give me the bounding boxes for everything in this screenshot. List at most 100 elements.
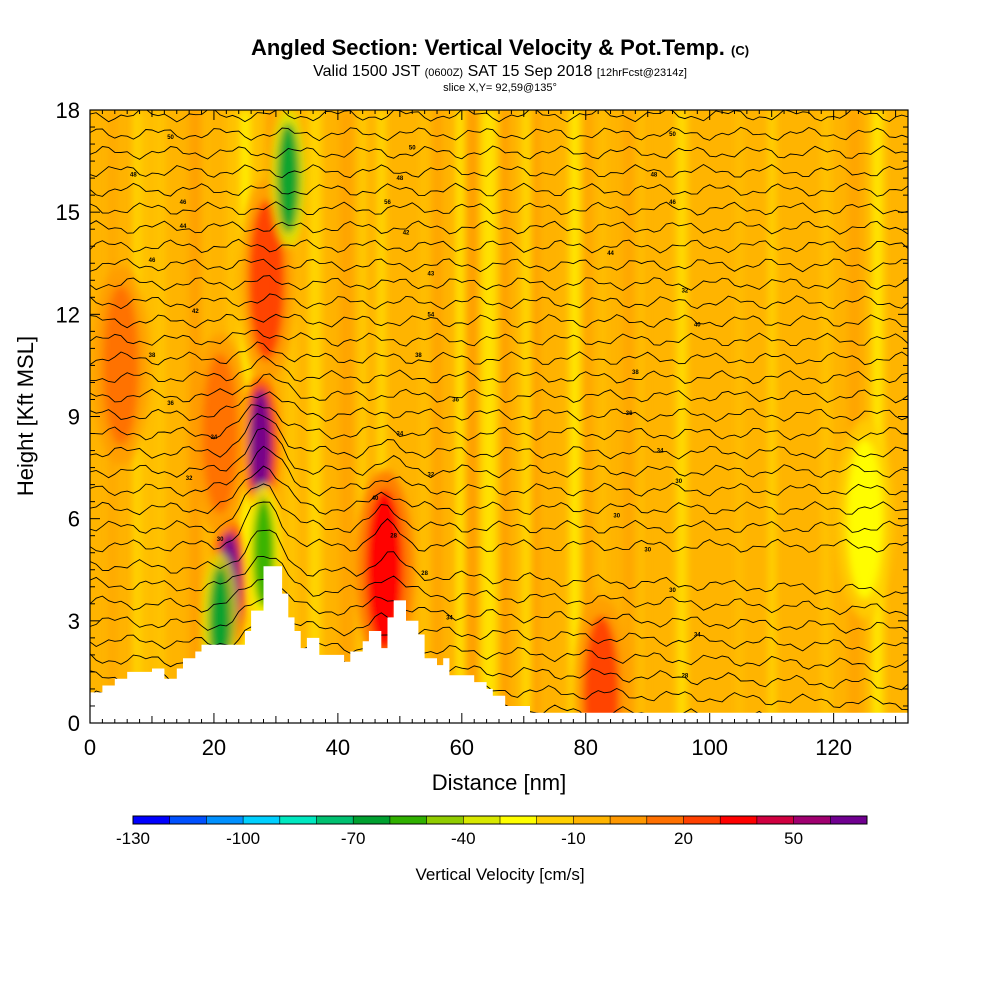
contour-label: 30 — [644, 547, 651, 553]
colorbar-swatch — [683, 816, 721, 824]
contour-label: 28 — [421, 571, 428, 577]
velocity-streak — [360, 110, 365, 723]
pot-temp-contour — [90, 404, 908, 441]
velocity-streak — [874, 110, 885, 723]
velocity-streak — [486, 110, 494, 723]
colorbar-swatch — [426, 816, 464, 824]
contour-label: 42 — [403, 231, 410, 237]
y-tick-label: 12 — [56, 302, 80, 327]
pot-temp-contour — [90, 293, 908, 310]
contour-label: 46 — [669, 200, 676, 206]
colorbar-swatch — [793, 816, 831, 824]
x-tick-label: 20 — [202, 735, 226, 760]
x-tick-label: 40 — [326, 735, 350, 760]
contour-labels: 50 48 46 44 46 42 38 36 34 32 30 50 48 56 42 43 54 38 36 34… — [130, 132, 701, 679]
contour-label: 48 — [130, 173, 137, 179]
colorbar-swatch — [646, 816, 684, 824]
colorbar-tick-label: 20 — [674, 829, 693, 848]
velocity-streak — [421, 110, 428, 723]
x-axis-title: Distance [nm] — [432, 770, 567, 795]
colorbar-swatch — [389, 816, 427, 824]
x-tick-label: 0 — [84, 735, 96, 760]
velocity-feature — [277, 123, 300, 234]
velocity-streak — [623, 110, 632, 723]
contour-label: 32 — [682, 288, 689, 294]
colorbar-tick-label: -10 — [561, 829, 586, 848]
velocity-streak — [463, 110, 473, 723]
colorbar-tick-label: -70 — [341, 829, 366, 848]
pot-temp-contour — [90, 145, 908, 160]
velocity-streak — [377, 110, 386, 723]
pot-temp-contour — [90, 329, 908, 347]
pot-temp-contour — [90, 163, 908, 179]
pot-temp-contour — [90, 427, 908, 479]
pot-temp-contour — [90, 529, 908, 598]
contour-label: 54 — [427, 312, 434, 318]
contour-label: 48 — [397, 176, 404, 182]
velocity-streak — [631, 110, 641, 723]
colorbar-swatch — [756, 816, 794, 824]
pot-temp-contour — [90, 182, 908, 197]
pot-temp-contour — [90, 373, 908, 404]
velocity-streak — [142, 110, 150, 723]
pot-temp-contour — [90, 126, 908, 142]
contour-label: 40 — [372, 496, 379, 502]
terrain — [90, 566, 908, 723]
colorbar: -130 -100 -70 -40 -10 20 50 — [116, 815, 868, 848]
contour-label: 48 — [651, 173, 658, 179]
x-tick-label: 60 — [450, 735, 474, 760]
contour-label: 30 — [217, 537, 224, 543]
forecast-info: [12hrFcst@2314z] — [596, 67, 687, 79]
contour-label: 34 — [694, 632, 701, 638]
pot-temp-contour — [90, 483, 908, 534]
pot-temp-contour — [90, 313, 908, 329]
pot-temp-contour — [90, 445, 908, 497]
contour-label: 38 — [415, 353, 422, 359]
contour-label: 34 — [446, 615, 453, 621]
velocity-streak — [583, 110, 592, 723]
chart-subtitle: Valid 1500 JST (0600Z) SAT 15 Sep 2018 [… — [0, 63, 1000, 82]
y-tick-label: 18 — [56, 98, 80, 123]
plot-area: 50 48 46 44 46 42 38 36 34 32 30 50 48 56 42 43 54 38 36 34… — [90, 90, 908, 723]
contour-label: 32 — [186, 476, 193, 482]
colorbar-swatch — [279, 816, 317, 824]
pot-temp-contour — [90, 275, 908, 292]
colorbar-swatch — [133, 816, 170, 824]
contour-label: 42 — [192, 309, 199, 315]
colorbar-swatch — [573, 816, 611, 824]
colorbar-swatch — [206, 816, 244, 824]
contour-label: 43 — [427, 271, 434, 277]
contour-label: 50 — [409, 145, 416, 151]
x-tick-label: 80 — [574, 735, 598, 760]
pot-temp-contour — [90, 578, 908, 634]
contour-label: 50 — [669, 132, 676, 138]
colorbar-tick-label: -100 — [226, 829, 260, 848]
pot-temp-contour — [90, 501, 908, 553]
colorbar-swatch — [243, 816, 281, 824]
y-tick-label: 15 — [56, 200, 80, 225]
colorbar-tick-label: -40 — [451, 829, 476, 848]
colorbar-tick-label: -130 — [116, 829, 150, 848]
colorbar-swatch — [316, 816, 354, 824]
velocity-streak — [535, 110, 550, 723]
contour-label: 38 — [632, 370, 639, 376]
colorbar-tick-label: 50 — [784, 829, 803, 848]
velocity-streak — [676, 110, 687, 723]
title-unit: (C) — [731, 43, 750, 58]
colorbar-swatch — [720, 816, 758, 824]
velocity-feature — [102, 285, 139, 446]
valid-time: Valid 1500 JST — [313, 63, 421, 80]
title-main: Angled Section: Vertical Velocity & Pot.… — [250, 35, 725, 60]
velocity-streak — [494, 110, 499, 723]
title-block: Angled Section: Vertical Velocity & Pot.… — [0, 36, 1000, 95]
y-tick-label: 9 — [68, 405, 80, 430]
pot-temp-contour — [90, 90, 908, 103]
pot-temp-contour — [90, 238, 908, 254]
pot-temp-contour — [90, 412, 908, 460]
contour-label: 30 — [669, 588, 676, 594]
velocity-streak — [339, 110, 353, 723]
pot-temp-contour — [90, 220, 908, 235]
colorbar-swatch — [536, 816, 574, 824]
velocity-streak — [736, 110, 743, 723]
